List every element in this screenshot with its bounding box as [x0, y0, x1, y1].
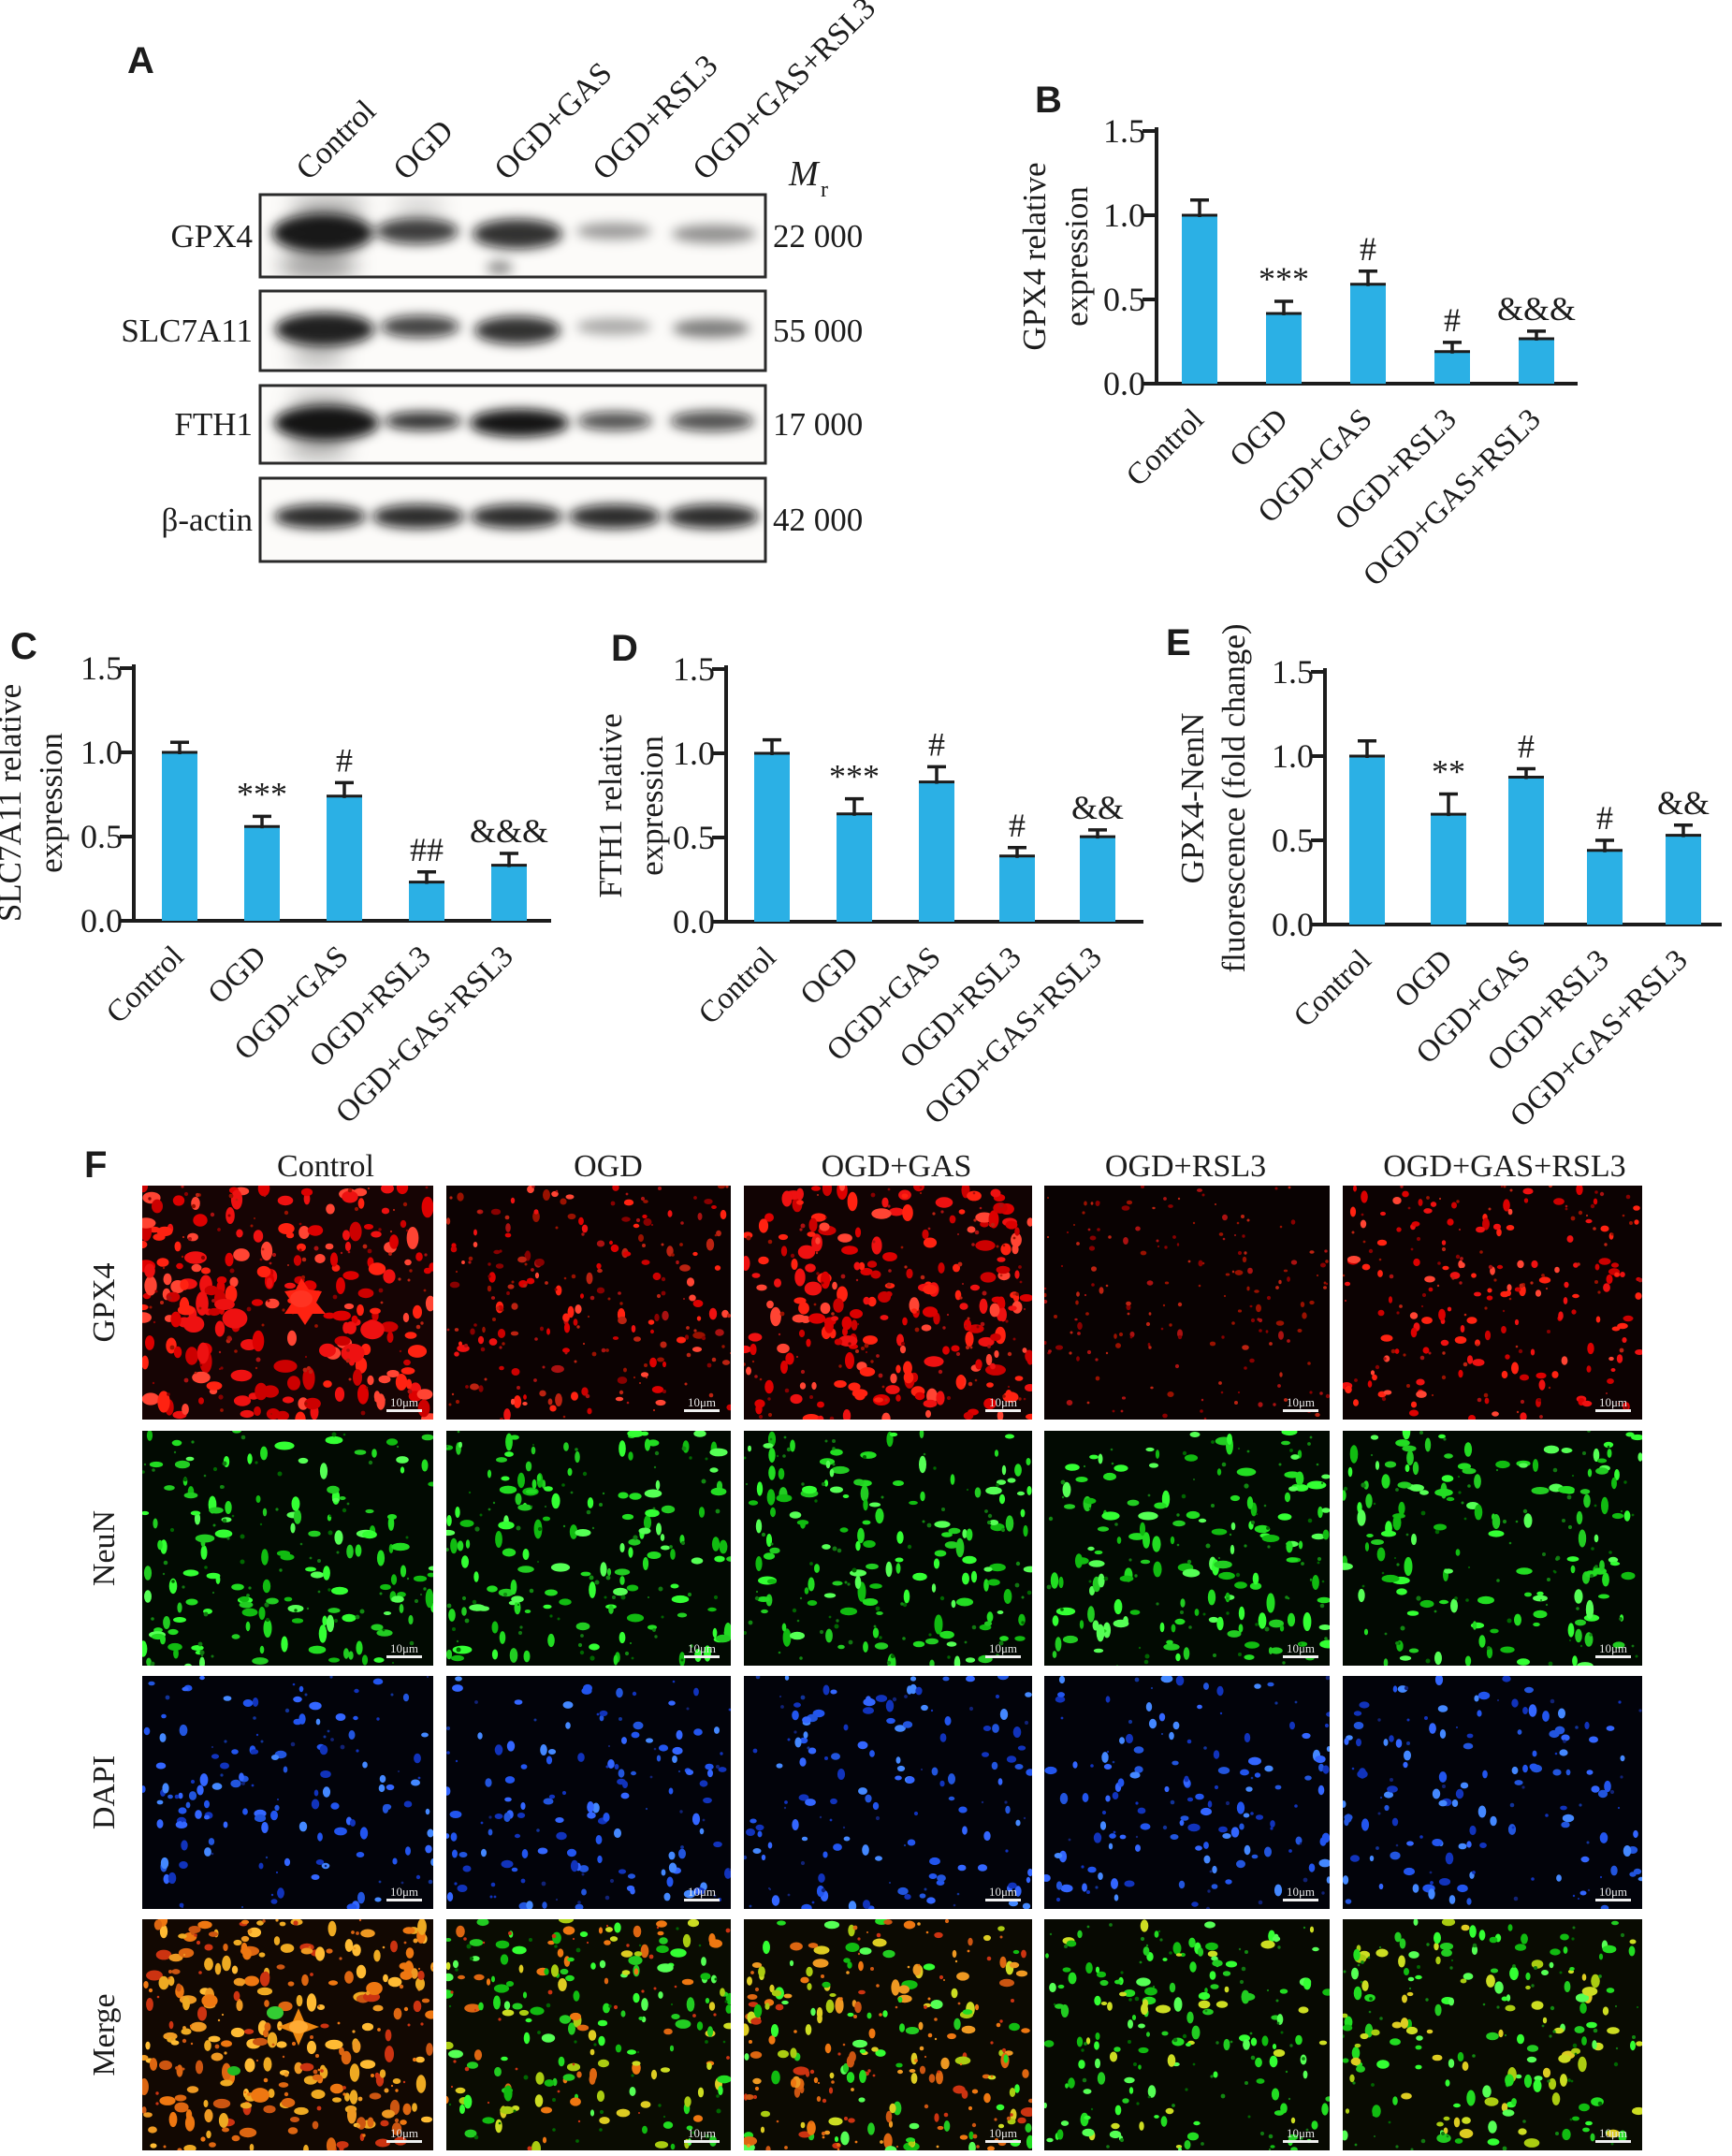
svg-text:#: # — [1596, 799, 1613, 837]
svg-text:***: *** — [237, 775, 287, 812]
svg-text:B: B — [1035, 80, 1062, 121]
svg-text:NeuN: NeuN — [87, 1510, 122, 1586]
svg-text:0.5: 0.5 — [1103, 281, 1145, 318]
svg-text:OGD+GAS: OGD+GAS — [822, 1149, 972, 1184]
svg-text:10μm: 10μm — [390, 1395, 418, 1409]
svg-text:OGD: OGD — [386, 113, 459, 186]
svg-text:10μm: 10μm — [989, 1395, 1017, 1409]
svg-text:GPX4-NenN: GPX4-NenN — [1174, 713, 1211, 884]
svg-text:OGD: OGD — [574, 1149, 643, 1184]
svg-text:10μm: 10μm — [1599, 2126, 1627, 2140]
svg-text:#: # — [928, 725, 945, 763]
svg-text:Control: Control — [692, 940, 783, 1031]
svg-text:1.5: 1.5 — [1103, 112, 1145, 150]
svg-text:10μm: 10μm — [1287, 1641, 1315, 1655]
svg-text:10μm: 10μm — [1287, 2126, 1315, 2140]
svg-text:10μm: 10μm — [390, 2126, 418, 2140]
svg-text:β-actin: β-actin — [162, 502, 253, 538]
svg-text:#: # — [1360, 230, 1376, 268]
svg-text:55 000: 55 000 — [773, 313, 863, 349]
svg-text:**: ** — [1432, 753, 1465, 791]
svg-text:SLC7A11: SLC7A11 — [121, 313, 253, 349]
svg-text:10μm: 10μm — [688, 1641, 716, 1655]
svg-text:10μm: 10μm — [1599, 1395, 1627, 1409]
svg-text:0.5: 0.5 — [673, 819, 715, 856]
svg-text:OGD: OGD — [794, 940, 866, 1012]
svg-text:10μm: 10μm — [989, 1885, 1017, 1899]
svg-text:***: *** — [829, 758, 880, 795]
svg-text:10μm: 10μm — [688, 1395, 716, 1409]
svg-text:10μm: 10μm — [989, 1641, 1017, 1655]
svg-text:1.0: 1.0 — [1272, 737, 1314, 775]
svg-text:0.0: 0.0 — [80, 902, 123, 940]
svg-text:22 000: 22 000 — [773, 218, 863, 255]
svg-text:OGD: OGD — [1389, 943, 1460, 1014]
svg-text:GPX4 relative: GPX4 relative — [1016, 162, 1053, 350]
svg-text:Control: Control — [289, 94, 383, 187]
svg-text:10μm: 10μm — [989, 2126, 1017, 2140]
svg-text:10μm: 10μm — [1287, 1395, 1315, 1409]
svg-text:10μm: 10μm — [1599, 1885, 1627, 1899]
svg-text:DAPI: DAPI — [87, 1755, 122, 1829]
svg-text:0.5: 0.5 — [1272, 822, 1314, 859]
svg-text:C: C — [10, 626, 37, 667]
svg-text:OGD+GAS+RSL3: OGD+GAS+RSL3 — [686, 0, 882, 187]
svg-text:r: r — [821, 178, 828, 202]
svg-text:***: *** — [1259, 260, 1309, 298]
svg-text:1.5: 1.5 — [1272, 653, 1314, 691]
svg-text:M: M — [788, 154, 821, 194]
svg-text:10μm: 10μm — [688, 1885, 716, 1899]
svg-text:D: D — [611, 628, 638, 669]
svg-text:fluorescence (fold change): fluorescence (fold change) — [1215, 623, 1252, 972]
svg-text:E: E — [1166, 622, 1191, 663]
svg-text:&&: && — [1657, 784, 1710, 822]
svg-text:A: A — [127, 40, 154, 81]
svg-text:10μm: 10μm — [390, 1641, 418, 1655]
svg-text:1.0: 1.0 — [673, 735, 715, 772]
svg-text:&&: && — [1071, 789, 1124, 826]
svg-text:F: F — [84, 1144, 107, 1186]
svg-text:42 000: 42 000 — [773, 502, 863, 538]
svg-text:OGD+GAS+RSL3: OGD+GAS+RSL3 — [1383, 1149, 1625, 1184]
svg-text:#: # — [1009, 807, 1026, 844]
svg-text:FTH1: FTH1 — [174, 406, 253, 443]
svg-text:OGD: OGD — [202, 940, 273, 1011]
svg-text:expression: expression — [1058, 186, 1095, 327]
svg-text:Control: Control — [100, 940, 191, 1030]
svg-text:Control: Control — [1288, 943, 1378, 1034]
svg-text:#: # — [336, 741, 353, 779]
svg-text:#: # — [1444, 301, 1461, 339]
svg-text:SLC7A11 relative: SLC7A11 relative — [0, 684, 28, 922]
svg-text:##: ## — [410, 831, 444, 868]
svg-text:1.0: 1.0 — [80, 734, 123, 771]
svg-text:0.0: 0.0 — [1272, 906, 1314, 943]
svg-text:&&&: &&& — [470, 812, 548, 850]
svg-text:OGD+RSL3: OGD+RSL3 — [1105, 1149, 1266, 1184]
svg-text:OGD: OGD — [1224, 402, 1295, 473]
svg-text:1.0: 1.0 — [1103, 197, 1145, 234]
svg-text:Control: Control — [1120, 402, 1211, 493]
svg-text:10μm: 10μm — [688, 2126, 716, 2140]
svg-text:FTH1 relative: FTH1 relative — [592, 713, 629, 897]
svg-text:#: # — [1518, 728, 1535, 765]
svg-text:expression: expression — [33, 733, 69, 873]
svg-text:1.5: 1.5 — [673, 650, 715, 688]
svg-text:10μm: 10μm — [1599, 1641, 1627, 1655]
svg-text:10μm: 10μm — [390, 1885, 418, 1899]
svg-text:1.5: 1.5 — [80, 649, 123, 687]
svg-text:0.5: 0.5 — [80, 818, 123, 855]
svg-text:10μm: 10μm — [1287, 1885, 1315, 1899]
svg-text:GPX4: GPX4 — [87, 1262, 122, 1342]
svg-text:GPX4: GPX4 — [170, 218, 253, 255]
svg-text:Merge: Merge — [87, 1993, 122, 2076]
svg-text:0.0: 0.0 — [1103, 365, 1145, 402]
svg-text:expression: expression — [633, 736, 670, 876]
svg-text:17 000: 17 000 — [773, 406, 863, 443]
svg-text:&&&: &&& — [1497, 290, 1576, 328]
svg-text:0.0: 0.0 — [673, 903, 715, 940]
svg-text:Control: Control — [277, 1149, 374, 1184]
